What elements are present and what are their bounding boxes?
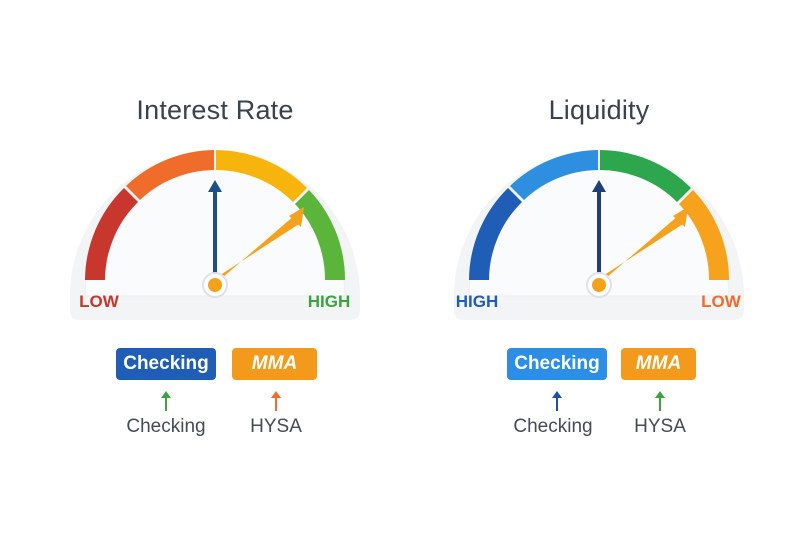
interest-rate-title: Interest Rate: [136, 95, 294, 125]
liquidity-title: Liquidity: [548, 95, 650, 125]
gauge-low-label: LOW: [701, 292, 742, 311]
hysa-caption: HYSA: [634, 416, 686, 437]
gauge-high-label: HIGH: [456, 292, 499, 311]
gauge-segment-2: [510, 150, 598, 200]
mma-badge: MMA: [621, 348, 696, 380]
gauge-vertical-needle-tip: [592, 180, 606, 192]
checking-badge: Checking: [116, 348, 216, 380]
gauge-angled-needle-tip: [289, 207, 304, 227]
gauge-segment-3: [216, 150, 307, 202]
gauge-angled-needle: [208, 215, 299, 283]
gauge-segment-2: [126, 150, 214, 200]
arrow-up-icon: [552, 391, 562, 411]
interest-rate-gauge: LOW HIGH: [70, 150, 360, 320]
gauge-segment-1: [469, 188, 522, 280]
checking-caption: Checking: [126, 416, 206, 437]
arrow-up-icon: [655, 391, 665, 411]
gauge-low-label: LOW: [79, 292, 120, 311]
gauge-hub-center: [592, 278, 606, 292]
gauge-high-label: HIGH: [308, 292, 351, 311]
gauge-vertical-needle-tip: [208, 180, 222, 192]
gauge-angled-needle: [592, 215, 683, 283]
liquidity-panel: Liquidity HIGH LOW Checking MMA Checking…: [409, 0, 789, 533]
interest-rate-panel: Interest Rate LOW HIGH Checking MMA Chec…: [25, 0, 405, 533]
gauge-segment-4: [679, 190, 730, 280]
checking-caption: Checking: [513, 416, 593, 437]
gauge-hub-center: [208, 278, 222, 292]
gauge-segment-4: [295, 190, 346, 280]
gauge-segment-1: [85, 188, 138, 280]
arrow-up-icon: [271, 391, 281, 411]
checking-badge: Checking: [507, 348, 607, 380]
arrow-up-icon: [161, 391, 171, 411]
hysa-caption: HYSA: [250, 416, 302, 437]
liquidity-gauge: HIGH LOW: [454, 150, 744, 320]
mma-badge: MMA: [232, 348, 317, 380]
gauge-segment-3: [600, 150, 691, 202]
gauge-angled-needle-tip: [673, 207, 688, 227]
